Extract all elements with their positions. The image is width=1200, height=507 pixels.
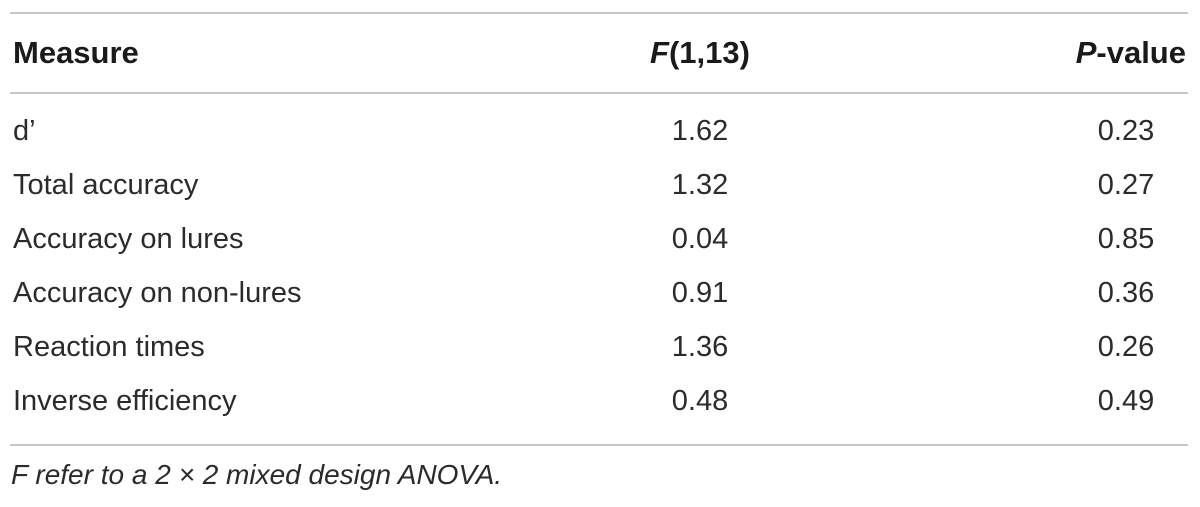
cell-measure: Total accuracy [13,169,199,201]
cell-f-value: 0.04 [671,223,729,255]
table-row: Reaction times 1.36 0.26 [0,320,1200,374]
table-body: d’ 1.62 0.23 Total accuracy 1.32 0.27 Ac… [0,104,1200,428]
table-top-rule [10,12,1188,14]
table-row: Total accuracy 1.32 0.27 [0,158,1200,212]
table-row: d’ 1.62 0.23 [0,104,1200,158]
f-degrees-of-freedom: (1,13) [668,35,750,70]
p-symbol: P [1075,35,1097,70]
table-bottom-rule [10,444,1188,446]
cell-f-value: 0.91 [671,277,729,309]
cell-measure: Inverse efficiency [13,385,237,417]
table-row: Accuracy on lures 0.04 0.85 [0,212,1200,266]
p-value-suffix: -value [1096,35,1186,70]
table-row: Accuracy on non-lures 0.91 0.36 [0,266,1200,320]
table-header-rule [10,92,1188,94]
column-header-f-statistic: F(1,13) [640,30,760,76]
cell-p-value: 0.27 [1097,169,1155,201]
cell-p-value: 0.85 [1097,223,1155,255]
cell-f-value: 1.62 [671,115,729,147]
column-header-p-value: P-value [1076,30,1186,76]
cell-measure: Accuracy on non-lures [13,277,302,309]
f-symbol: F [650,35,669,70]
cell-measure: d’ [13,115,36,147]
cell-f-value: 1.36 [671,331,729,363]
table-header-row: Measure F(1,13) P-value [0,30,1200,76]
table-row: Inverse efficiency 0.48 0.49 [0,374,1200,428]
table-footnote: F refer to a 2 × 2 mixed design ANOVA. [11,459,503,490]
cell-measure: Reaction times [13,331,205,363]
column-header-measure: Measure [13,35,139,70]
cell-p-value: 0.36 [1097,277,1155,309]
cell-measure: Accuracy on lures [13,223,244,255]
cell-f-value: 1.32 [671,169,729,201]
cell-p-value: 0.23 [1097,115,1155,147]
cell-f-value: 0.48 [671,385,729,417]
cell-p-value: 0.26 [1097,331,1155,363]
cell-p-value: 0.49 [1097,385,1155,417]
